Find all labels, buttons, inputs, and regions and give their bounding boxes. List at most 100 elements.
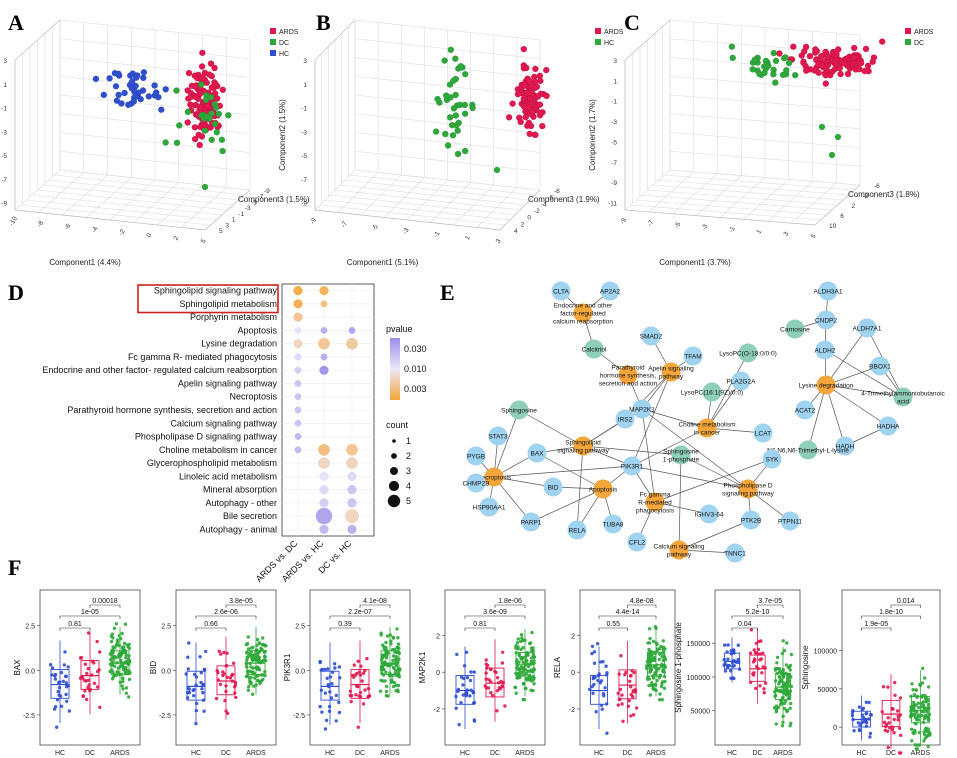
pca-point [118, 100, 125, 107]
data-point [472, 701, 477, 705]
data-point [200, 687, 204, 691]
network-node [816, 310, 836, 330]
pca-point [806, 52, 814, 60]
data-point [361, 671, 366, 675]
data-point [495, 676, 500, 680]
data-point [384, 640, 388, 645]
data-point [893, 680, 897, 685]
data-point [87, 683, 91, 687]
data-point [127, 646, 132, 650]
data-point [247, 684, 251, 689]
pca-point [812, 46, 819, 53]
z-tick-label: -9 [264, 188, 270, 195]
pca-point [869, 58, 876, 66]
data-point [516, 637, 520, 641]
grid-line [636, 199, 827, 216]
data-point [324, 718, 329, 723]
data-point [756, 666, 760, 671]
network-node [762, 449, 782, 469]
network-node-label: LysoPC(16:1(9Z)/0:0) [681, 390, 743, 397]
y-category-label: Autophagy - animal [199, 524, 277, 534]
x-tick-label: DC [752, 750, 762, 757]
network-node [669, 540, 689, 560]
network-node [702, 382, 722, 402]
data-point [660, 682, 664, 686]
label-line: ACAT2 [795, 408, 816, 415]
z-tick-label: -2 [534, 208, 540, 215]
data-point [64, 692, 68, 697]
x-tick-label: -7 [340, 220, 349, 229]
data-point [486, 686, 491, 690]
data-point [92, 661, 96, 665]
label-line: in cancer [694, 430, 721, 437]
data-point [113, 664, 117, 668]
data-point [214, 696, 219, 701]
pca-point [129, 70, 136, 77]
count-legend-dot [387, 494, 401, 508]
data-point [465, 688, 469, 692]
data-point [515, 672, 519, 676]
pca-point [198, 81, 205, 88]
grid-line [157, 184, 203, 226]
pca-point [822, 72, 829, 79]
pca-point [522, 113, 529, 121]
data-point [722, 658, 726, 662]
pca-point [800, 59, 807, 66]
pca-point [184, 119, 191, 126]
y-category-label: Mineral absorption [203, 485, 277, 495]
network-node-label: Choline metabolism in cancer [678, 422, 735, 437]
y-axis-title: Sphingosine [801, 645, 810, 690]
label-line: CHMP2B [462, 481, 489, 488]
y-tick-label: -9 [1, 201, 7, 208]
data-point [789, 675, 793, 679]
p-value-label: 1.8e-06 [498, 598, 522, 605]
data-point [749, 680, 753, 685]
data-point [755, 651, 759, 656]
data-point [922, 739, 926, 743]
data-point [484, 677, 488, 681]
x-tick-label: -10 [8, 215, 19, 227]
data-point [783, 701, 787, 706]
network-edge [624, 371, 672, 420]
x-axis-title: Component1 (4.4%) [49, 258, 121, 267]
data-point [357, 670, 362, 674]
data-point [650, 681, 654, 685]
data-point [781, 673, 786, 677]
legend-label: DC [279, 40, 289, 47]
network-node [835, 436, 855, 456]
grid-line [767, 181, 813, 222]
data-point [529, 668, 533, 672]
pca-point [215, 110, 223, 118]
data-point [515, 641, 520, 645]
significance-bracket [890, 604, 921, 608]
label-line: Apelin signaling [648, 366, 694, 373]
data-point [495, 689, 500, 693]
grid-line [669, 150, 861, 167]
data-point [384, 645, 388, 650]
data-point [59, 704, 64, 708]
data-point [920, 713, 924, 718]
data-point [255, 667, 260, 671]
data-point [464, 691, 469, 695]
boxplot-rela: 2 0 -2 RELA HC DC ARDS 0.55 4.4e-14 4.8e-08 [553, 589, 676, 757]
label-line: 1-phosphate [663, 457, 700, 464]
p-value-label: 4.1e-08 [363, 598, 387, 605]
p-value-label: 4.8e-08 [630, 598, 654, 605]
data-point [736, 657, 740, 662]
data-point [921, 700, 925, 704]
legend-swatch [595, 28, 601, 34]
label-line: AP2A2 [600, 289, 621, 296]
network-node [593, 479, 613, 499]
data-point [257, 641, 261, 646]
data-point [67, 709, 72, 713]
data-point [383, 679, 387, 683]
data-point [348, 693, 352, 698]
data-point [631, 713, 636, 717]
data-point [850, 713, 855, 718]
data-point [590, 684, 594, 689]
data-point [379, 657, 384, 662]
data-point [119, 658, 123, 663]
data-point [327, 709, 332, 713]
legend-swatch [270, 39, 276, 45]
network-node [738, 479, 758, 499]
